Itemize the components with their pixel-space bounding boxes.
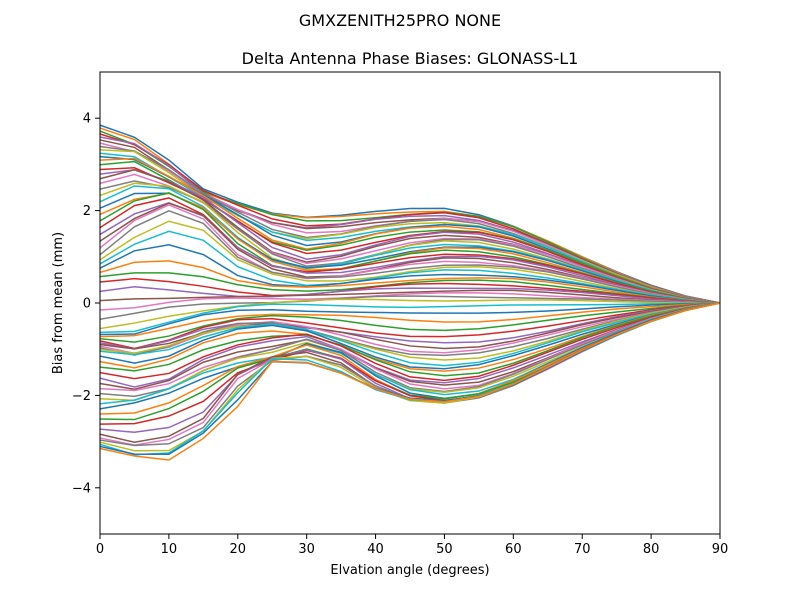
x-tick-label: 0 — [96, 542, 104, 557]
x-tick-label: 30 — [298, 542, 315, 557]
y-tick-label: 2 — [83, 204, 91, 219]
series-line — [99, 295, 721, 321]
x-tick-label: 40 — [367, 542, 384, 557]
series-line — [99, 209, 721, 304]
series-line — [99, 220, 721, 304]
series-line — [99, 302, 721, 336]
series-line — [99, 302, 721, 461]
series-line — [99, 185, 721, 304]
series-line — [99, 302, 721, 392]
series-line — [99, 298, 721, 330]
x-axis-label: Elvation angle (degrees) — [330, 563, 489, 578]
series-line — [99, 272, 721, 304]
x-tick-label: 70 — [574, 542, 591, 557]
series-line — [99, 277, 721, 304]
y-tick-label: 4 — [83, 112, 91, 127]
series-line — [99, 230, 721, 304]
series-line — [99, 302, 721, 367]
series-line — [99, 285, 721, 304]
series-line — [99, 302, 721, 377]
series-line — [99, 197, 721, 304]
x-tick-label: 10 — [161, 542, 178, 557]
series-line — [99, 302, 721, 370]
series-line — [99, 292, 721, 311]
x-tick-label: 80 — [643, 542, 660, 557]
series-line — [99, 260, 721, 304]
series-line — [99, 168, 721, 304]
series-line — [99, 302, 721, 361]
plot-lines — [99, 124, 721, 461]
series-line — [99, 204, 721, 304]
series-line — [99, 192, 721, 304]
x-tick-label: 50 — [436, 542, 453, 557]
series-line — [99, 243, 721, 304]
series-line — [99, 302, 721, 350]
series-line — [99, 302, 721, 343]
x-tick-label: 90 — [712, 542, 729, 557]
x-tick-label: 60 — [505, 542, 522, 557]
series-line — [99, 302, 721, 338]
y-tick-label: 0 — [83, 297, 91, 312]
series-line — [99, 302, 721, 382]
y-tick-label: −2 — [72, 389, 91, 404]
x-axis: 0 10 20 30 40 50 60 70 80 90 — [96, 534, 728, 557]
series-line — [99, 302, 721, 410]
series-line — [99, 289, 721, 304]
y-axis: −4 −2 0 2 4 — [72, 112, 100, 496]
series-line — [99, 302, 721, 350]
x-tick-label: 20 — [230, 542, 247, 557]
y-tick-label: −4 — [72, 481, 91, 496]
chart-title: Delta Antenna Phase Biases: GLONASS-L1 — [242, 49, 579, 68]
figure-suptitle: GMXZENITH25PRO NONE — [299, 11, 501, 30]
series-line — [99, 302, 721, 334]
y-axis-label: Bias from mean (mm) — [51, 232, 66, 374]
